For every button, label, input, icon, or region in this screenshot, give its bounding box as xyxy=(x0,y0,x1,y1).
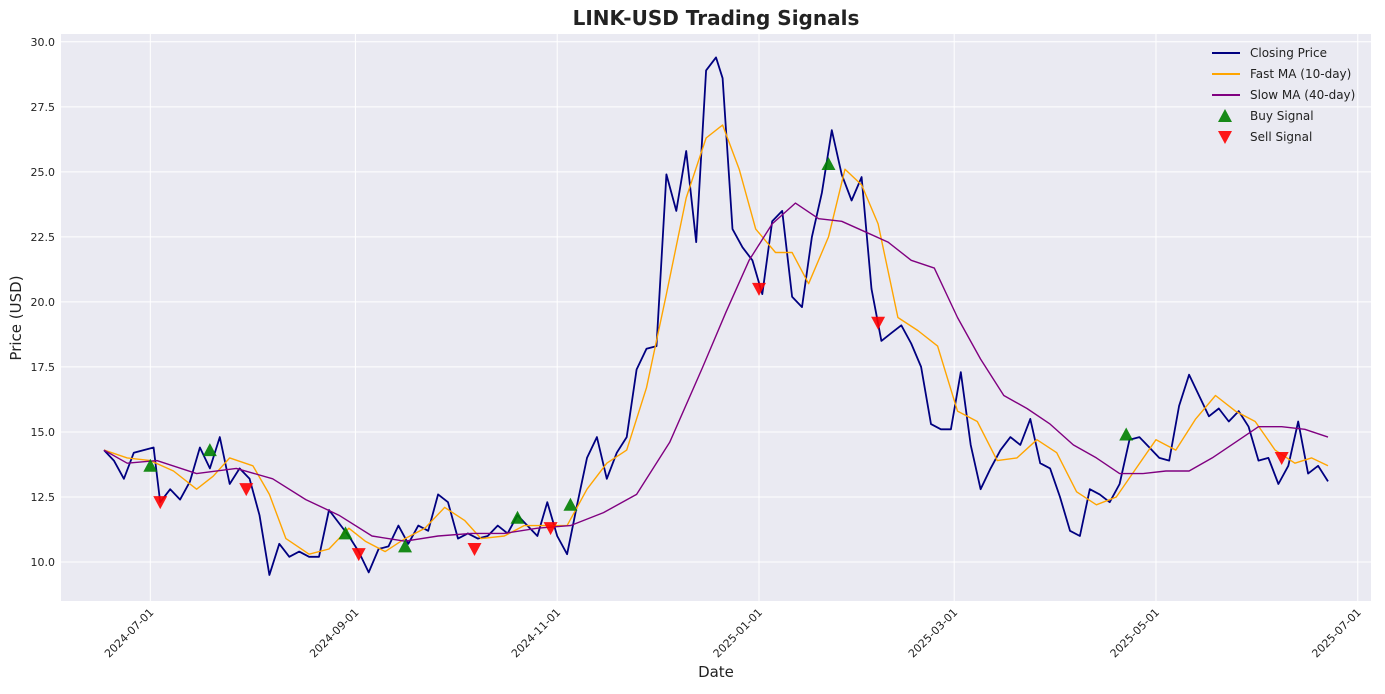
y-tick-label: 25.0 xyxy=(31,166,56,179)
x-tick-label: 2024-07-01 xyxy=(102,606,156,660)
legend-label-slow-ma-40-day: Slow MA (40-day) xyxy=(1250,88,1355,102)
y-tick-label: 15.0 xyxy=(31,426,56,439)
y-tick-label: 17.5 xyxy=(31,361,56,374)
sell-signal-marker xyxy=(1274,451,1289,465)
sell-signal-marker xyxy=(543,522,558,536)
sell-signal-marker xyxy=(239,483,254,497)
grid xyxy=(61,34,1371,601)
legend-label-sell-signal: Sell Signal xyxy=(1250,130,1312,144)
sell-signal-marker xyxy=(752,282,767,296)
sell-signal-marker xyxy=(467,542,482,556)
plot-area xyxy=(61,34,1371,601)
legend-label-fast-ma-10-day: Fast MA (10-day) xyxy=(1250,67,1351,81)
x-axis-label: Date xyxy=(698,663,734,681)
series-lines xyxy=(103,56,1329,576)
sell-signal-marker xyxy=(871,316,886,330)
buy-signal-marker xyxy=(398,539,413,553)
y-tick-label: 27.5 xyxy=(31,101,56,114)
signal-markers xyxy=(143,157,1289,562)
y-tick-label: 20.0 xyxy=(31,296,56,309)
legend-label-closing-price: Closing Price xyxy=(1250,46,1327,60)
x-tick-label: 2025-07-01 xyxy=(1309,606,1363,660)
sell-signal-marker xyxy=(153,496,168,510)
x-tick-label: 2024-09-01 xyxy=(307,606,361,660)
buy-signal-marker xyxy=(563,497,578,511)
legend-label-buy-signal: Buy Signal xyxy=(1250,109,1314,123)
legend: Closing Price Fast MA (10-day) Slow MA (40… xyxy=(1212,46,1355,144)
legend-swatch-sell-signal xyxy=(1218,131,1232,144)
closing-price-line xyxy=(103,56,1329,576)
fast-ma-10-day-line xyxy=(103,124,1329,555)
x-tick-label: 2025-01-01 xyxy=(711,606,765,660)
sell-signal-marker xyxy=(351,548,366,562)
y-tick-label: 12.5 xyxy=(31,491,56,504)
buy-signal-marker xyxy=(143,458,158,472)
y-tick-label: 22.5 xyxy=(31,231,56,244)
chart-title: LINK-USD Trading Signals xyxy=(573,6,860,30)
slow-ma-40-day-line xyxy=(103,202,1329,542)
y-axis-label: Price (USD) xyxy=(7,275,25,360)
buy-signal-marker xyxy=(510,510,525,524)
y-tick-label: 30.0 xyxy=(31,36,56,49)
buy-signal-marker xyxy=(202,443,217,457)
legend-swatch-buy-signal xyxy=(1218,109,1232,122)
x-tick-label: 2024-11-01 xyxy=(509,606,563,660)
buy-signal-marker xyxy=(1119,427,1134,441)
buy-signal-marker xyxy=(338,526,353,540)
x-tick-label: 2025-05-01 xyxy=(1108,606,1162,660)
y-tick-label: 10.0 xyxy=(31,556,56,569)
buy-signal-marker xyxy=(821,157,836,171)
x-tick-label: 2025-03-01 xyxy=(906,606,960,660)
